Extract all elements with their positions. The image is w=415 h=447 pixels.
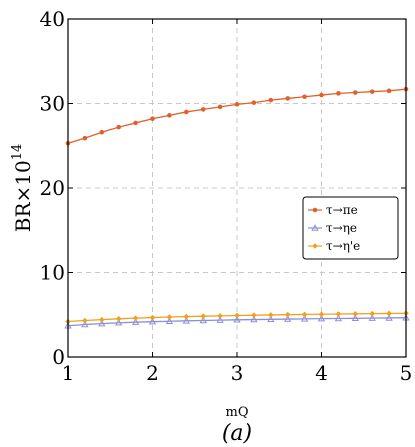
data-point — [334, 314, 343, 322]
data-point — [268, 312, 274, 318]
data-point — [132, 315, 139, 321]
data-point — [386, 310, 392, 317]
figure-caption: (a) — [222, 421, 252, 446]
data-point — [267, 315, 275, 323]
x-tick-label: 5 — [400, 361, 413, 385]
data-point — [184, 109, 189, 115]
data-point — [183, 313, 190, 320]
x-tick-label: 2 — [146, 361, 159, 385]
legend-label: τ→πe — [326, 203, 358, 217]
data-point — [116, 124, 121, 130]
data-point — [233, 315, 241, 323]
y-axis-title-exponent: 14 — [10, 144, 25, 161]
data-point — [319, 92, 324, 98]
y-tick-label: 20 — [40, 176, 65, 200]
data-point — [167, 113, 172, 118]
legend-swatch-marker — [311, 224, 319, 231]
data-point — [82, 135, 88, 141]
data-point — [351, 314, 359, 322]
data-point — [148, 317, 157, 325]
x-tick-label: 3 — [231, 361, 244, 385]
data-point — [284, 315, 292, 322]
legend: τ→πe τ→ηe τ→η'e — [302, 196, 399, 260]
y-tick-label: 10 — [40, 261, 65, 285]
data-point — [268, 97, 274, 103]
data-point — [182, 317, 190, 324]
x-tick-label: 4 — [315, 361, 328, 385]
y-axis-title-base: BR×10 — [11, 160, 35, 232]
data-point — [200, 313, 206, 319]
data-point — [369, 89, 375, 94]
y-tick-label: 30 — [40, 92, 65, 116]
legend-swatch-marker — [312, 207, 318, 213]
data-point — [336, 91, 341, 96]
data-point — [200, 107, 206, 112]
series-line — [67, 317, 407, 327]
y-tick-label: 0 — [52, 345, 65, 369]
data-point — [300, 315, 309, 322]
data-point — [302, 94, 307, 100]
data-point — [386, 88, 392, 94]
legend-swatch-marker — [312, 243, 318, 249]
data-point — [133, 120, 138, 126]
data-point — [115, 318, 123, 326]
data-point — [131, 318, 140, 325]
data-point — [115, 316, 122, 322]
ticks-layer: 1 2 3 4 5 0 10 20 30 40 — [40, 7, 413, 385]
data-point — [99, 129, 105, 135]
legend-label: τ→ηe — [326, 221, 357, 235]
data-point — [284, 311, 291, 318]
x-axis-title: mQ — [226, 405, 249, 420]
data-point — [81, 320, 89, 328]
data-point — [385, 314, 393, 321]
data-point — [150, 116, 155, 122]
data-point — [99, 316, 105, 323]
data-point — [352, 311, 359, 317]
data-point — [251, 312, 257, 318]
data-point — [369, 310, 375, 317]
x-tick-label: 1 — [62, 361, 75, 385]
y-axis-title: BR×1014 — [10, 144, 35, 233]
data-point — [251, 100, 257, 105]
y-tick-label: 40 — [40, 7, 65, 31]
data-point — [166, 314, 173, 320]
data-point — [250, 315, 258, 323]
data-point — [234, 102, 240, 107]
series-line — [67, 88, 407, 144]
data-point — [368, 314, 376, 321]
data-point — [301, 311, 308, 318]
data-point — [285, 96, 291, 101]
data-point — [317, 314, 326, 322]
legend-box — [302, 196, 399, 260]
grid-layer — [68, 19, 406, 357]
data-point — [216, 316, 224, 323]
series-2 — [64, 313, 410, 329]
series-3 — [65, 310, 409, 325]
data-point — [217, 104, 223, 110]
plot-frame — [67, 18, 407, 358]
data-point — [318, 311, 325, 318]
data-point — [234, 312, 240, 319]
data-point — [199, 316, 207, 324]
series-layer — [64, 86, 410, 329]
data-point — [165, 317, 174, 324]
legend-label: τ→η'e — [326, 239, 360, 253]
data-point — [217, 313, 223, 319]
data-point — [98, 319, 106, 327]
data-point — [149, 314, 156, 321]
data-point — [82, 317, 88, 324]
data-point — [335, 311, 342, 317]
data-point — [353, 90, 358, 95]
